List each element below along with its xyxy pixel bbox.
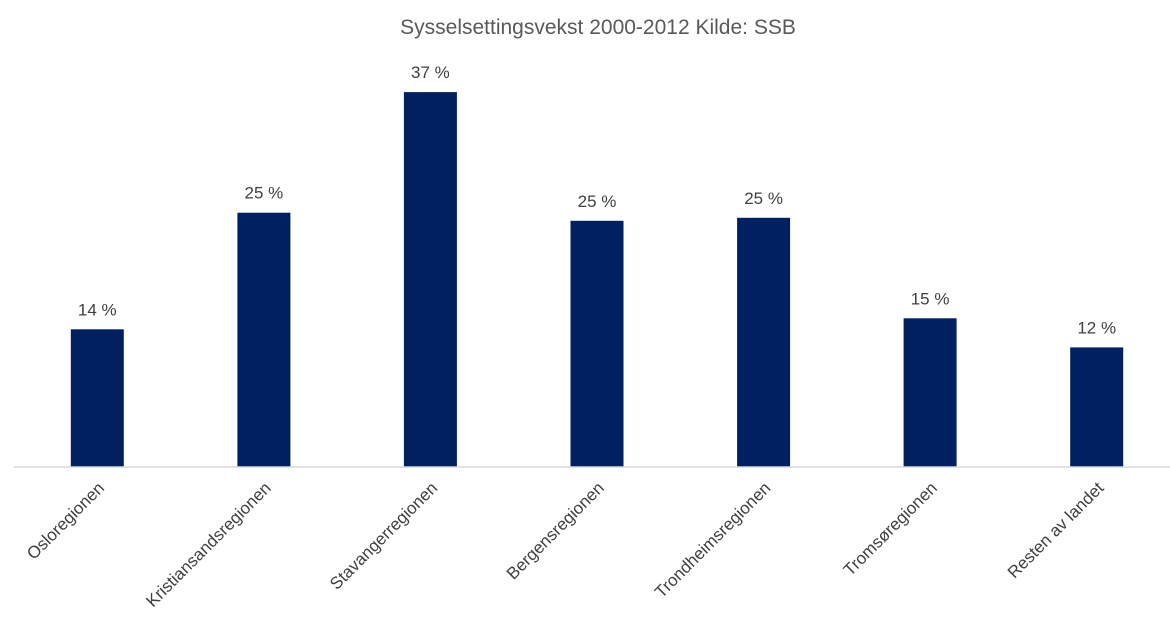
bar-3	[570, 220, 624, 467]
bars-group	[70, 92, 1124, 467]
data-label-6: 12 %	[1077, 318, 1116, 337]
data-label-0: 14 %	[78, 300, 117, 319]
bar-1	[237, 212, 291, 467]
data-label-1: 25 %	[245, 184, 284, 203]
bar-6	[1070, 347, 1124, 467]
data-label-4: 25 %	[744, 189, 783, 208]
data-label-2: 37 %	[411, 63, 450, 82]
category-labels-group: Osloregionen Kristiansandsregionen Stavang…	[23, 478, 1108, 611]
data-label-5: 15 %	[911, 289, 950, 308]
data-labels-group: 14 % 25 % 37 % 25 % 25 % 15 % 12 %	[78, 63, 1116, 337]
category-label-2: Stavangerregionen	[326, 478, 441, 593]
data-label-3: 25 %	[578, 192, 617, 211]
category-label-0: Osloregionen	[23, 478, 108, 563]
bar-0	[70, 329, 124, 467]
category-label-3: Bergensregionen	[503, 478, 608, 583]
category-label-4: Trondheimsregionen	[651, 478, 774, 601]
bar-5	[903, 318, 957, 467]
chart-title: Sysselsettingsvekst 2000-2012 Kilde: SSB	[400, 16, 796, 39]
category-label-5: Tromsøregionen	[840, 478, 941, 579]
category-label-1: Kristiansandsregionen	[142, 478, 274, 610]
category-label-6: Resten av landet	[1004, 478, 1108, 582]
bar-2	[403, 92, 457, 467]
bar-4	[737, 217, 791, 467]
